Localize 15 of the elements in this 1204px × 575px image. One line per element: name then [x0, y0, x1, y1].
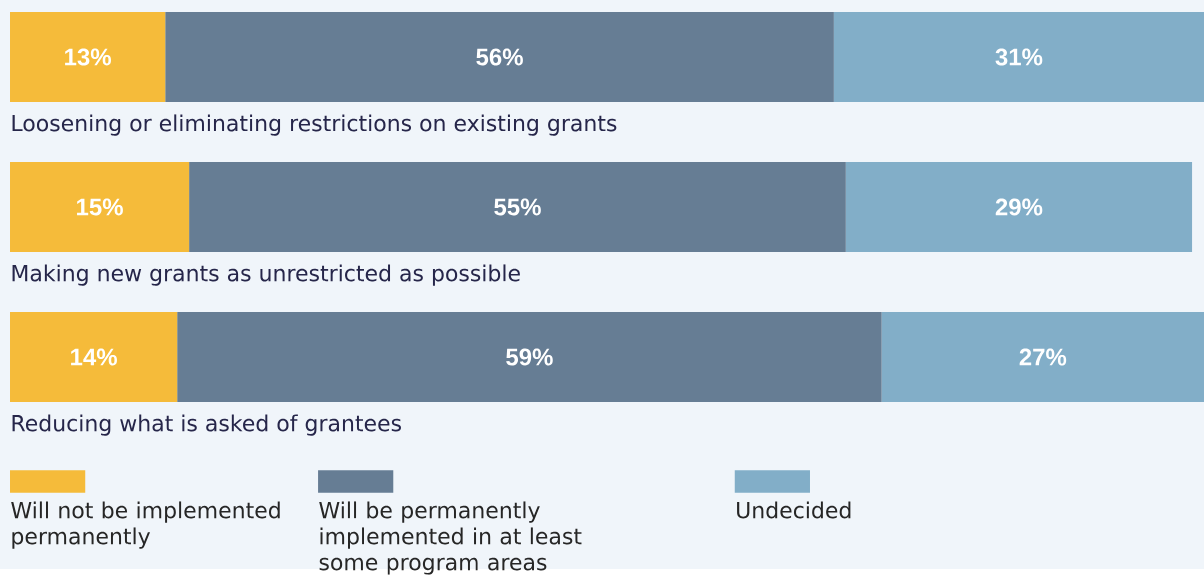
- data-label: 14%: [71, 348, 117, 366]
- legend-label: Will be permanently implemented in at least some program areas: [319, 501, 582, 575]
- data-label: 56%: [476, 48, 523, 66]
- legend-label: Undecided: [737, 501, 851, 519]
- y-tick-label: Reducing what is asked of grantees: [12, 414, 401, 436]
- data-label: 59%: [506, 348, 553, 366]
- y-tick-label: Loosening or eliminating restrictions on existing grants: [12, 114, 617, 136]
- data-label: 15%: [77, 198, 123, 216]
- data-label: 29%: [995, 198, 1043, 216]
- data-label: 31%: [995, 48, 1043, 66]
- data-label: 13%: [65, 48, 111, 66]
- data-label: 27%: [1019, 348, 1067, 366]
- data-label: 55%: [494, 198, 541, 216]
- y-tick-label: Making new grants as unrestricted as possible: [12, 264, 520, 286]
- legend-label: Will not be implemented permanently: [11, 501, 280, 549]
